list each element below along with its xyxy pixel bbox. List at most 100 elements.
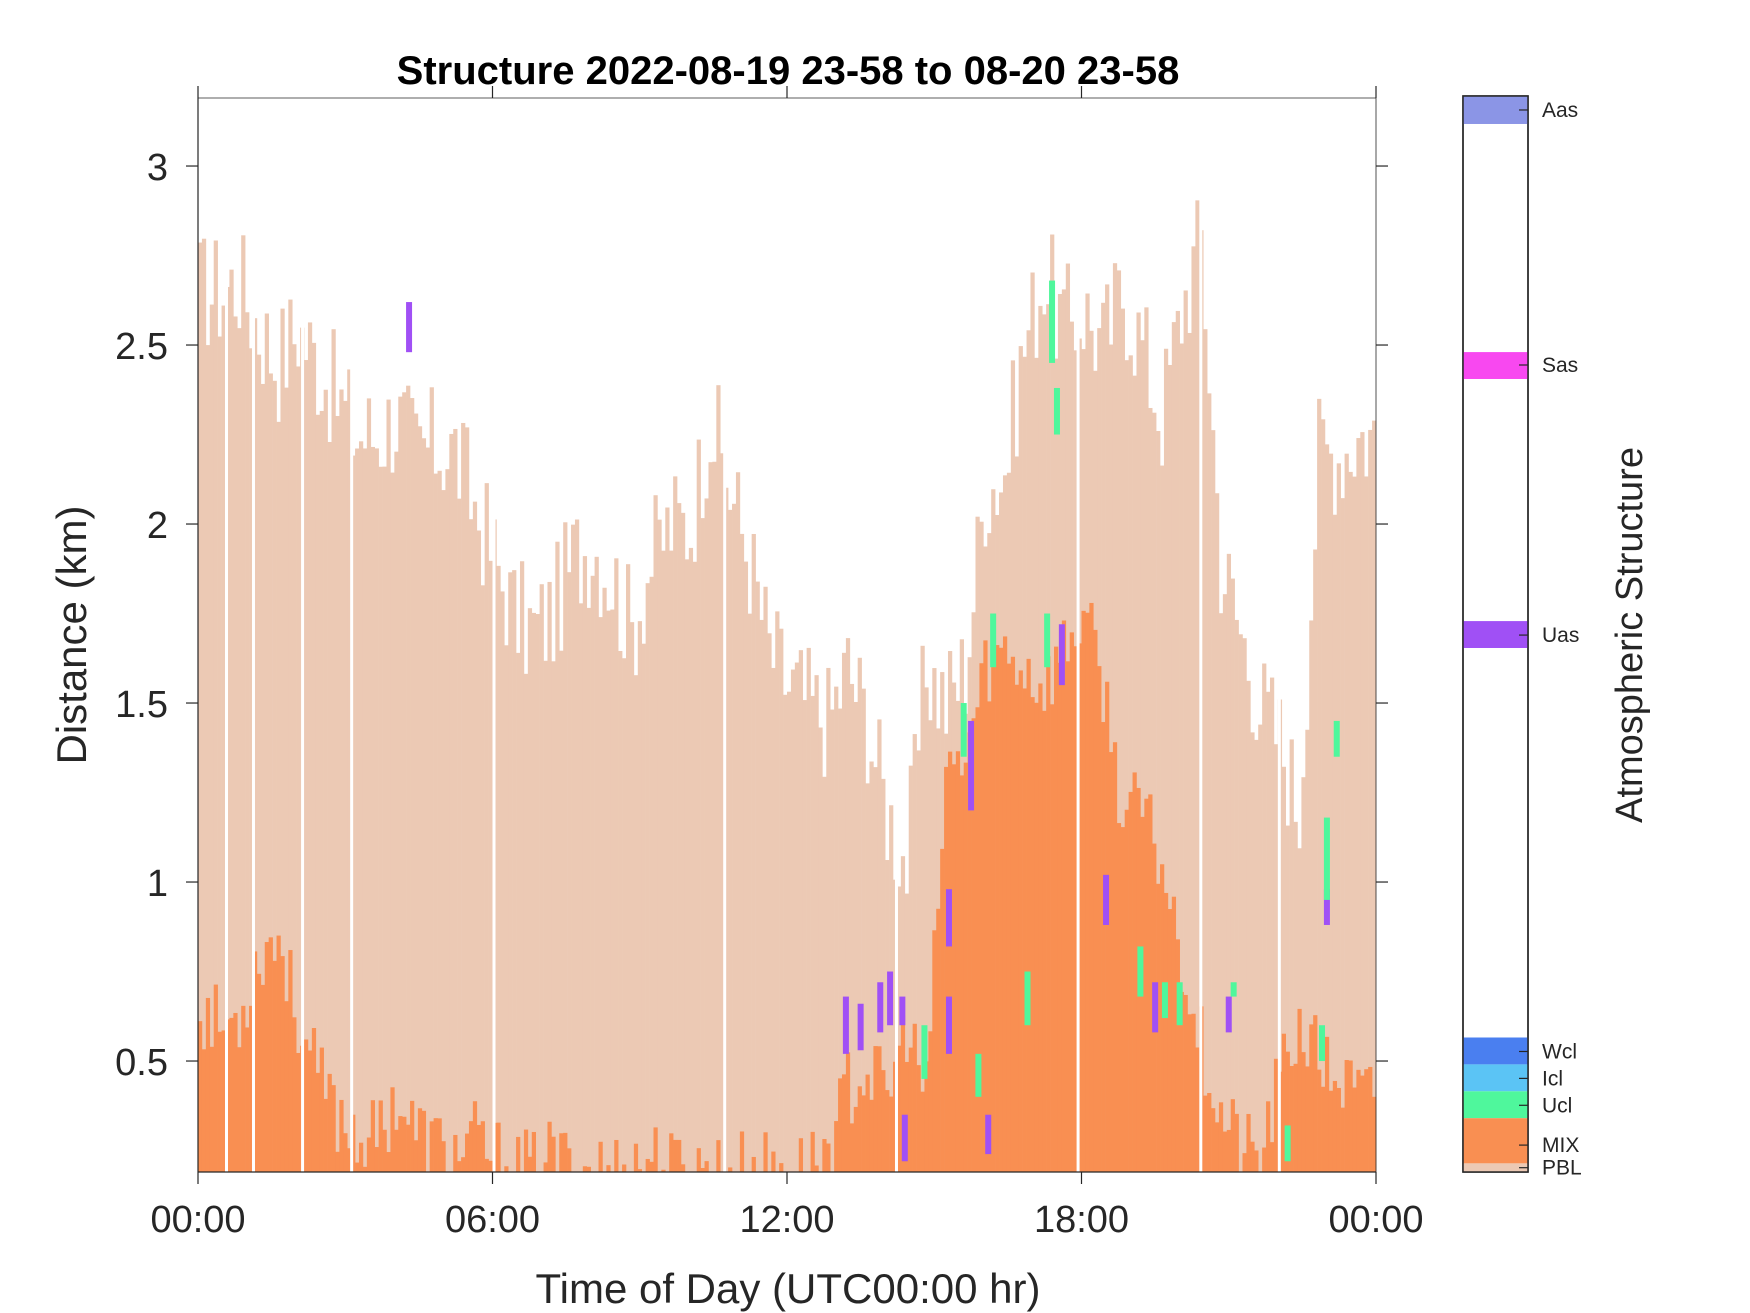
pbl-column	[787, 691, 792, 1172]
mix-column	[406, 1124, 411, 1172]
mix-column	[1313, 1015, 1318, 1172]
mix-column	[1273, 1058, 1279, 1172]
pbl-column	[861, 688, 866, 1172]
data-gap	[301, 98, 305, 1172]
mix-column	[680, 1164, 686, 1172]
pbl-column	[629, 622, 635, 1172]
pbl-column	[1167, 364, 1173, 1173]
mix-column	[496, 1122, 501, 1172]
pbl-column	[814, 675, 819, 1172]
mix-column	[1226, 1129, 1232, 1172]
mix-column	[229, 1017, 234, 1172]
pbl-column	[747, 613, 752, 1172]
pbl-column	[845, 638, 851, 1172]
mix-column	[366, 1137, 372, 1172]
pbl-column	[198, 242, 203, 1172]
pbl-column	[221, 305, 226, 1172]
pbl-column	[626, 564, 631, 1172]
pbl-column	[551, 661, 556, 1172]
mix-column	[1148, 794, 1153, 1172]
pbl-column	[916, 750, 921, 1172]
mix-column	[1112, 742, 1118, 1172]
pbl-column	[1226, 553, 1232, 1172]
mix-column	[311, 1028, 317, 1172]
mix-column	[1167, 909, 1173, 1172]
uas-feature	[842, 996, 849, 1054]
data-gap	[1076, 98, 1080, 1172]
pbl-column	[237, 328, 242, 1172]
x-axis-ticks: 00:00 06:00 12:00 18:00 00:00	[150, 86, 1424, 1241]
y-tick-label: 2.5	[115, 326, 168, 368]
pbl-column	[849, 683, 855, 1172]
pbl-column	[881, 778, 886, 1172]
mix-column	[472, 1101, 478, 1172]
mix-column	[292, 1017, 297, 1172]
mix-column	[834, 1121, 839, 1172]
pbl-column	[637, 621, 643, 1172]
mix-column	[527, 1156, 533, 1172]
mix-column	[1018, 670, 1023, 1172]
data-gap	[225, 98, 228, 1172]
pbl-column	[794, 662, 800, 1172]
mix-column	[928, 1031, 933, 1172]
pbl-column	[673, 476, 678, 1172]
pbl-column	[555, 541, 560, 1172]
pbl-column	[449, 433, 454, 1173]
mix-column	[845, 1052, 851, 1172]
pbl-column	[798, 650, 804, 1172]
colorbar-swatch-wcl	[1463, 1037, 1528, 1065]
pbl-column	[661, 550, 666, 1172]
x-tick-label: 12:00	[739, 1199, 834, 1241]
pbl-column	[1317, 398, 1322, 1172]
pbl-column	[1140, 340, 1145, 1173]
pbl-column	[826, 667, 831, 1172]
pbl-column	[516, 652, 521, 1172]
mix-column	[1187, 1014, 1192, 1172]
mix-column	[999, 647, 1004, 1172]
pbl-column	[614, 558, 619, 1172]
ucl-feature	[1137, 946, 1144, 997]
pbl-column	[857, 657, 862, 1172]
mix-column	[1352, 1087, 1357, 1172]
pbl-column	[465, 427, 470, 1172]
pbl-column	[657, 519, 662, 1172]
pbl-column	[370, 446, 375, 1173]
mix-column	[480, 1121, 485, 1172]
pbl-column	[1273, 744, 1279, 1172]
mix-column	[1324, 1036, 1330, 1172]
pbl-column	[763, 586, 768, 1172]
pbl-column	[343, 400, 348, 1172]
x-tick-label: 18:00	[1034, 1199, 1129, 1241]
pbl-column	[1215, 493, 1220, 1173]
mix-column	[1105, 681, 1110, 1172]
pbl-column	[366, 398, 372, 1172]
pbl-column	[355, 448, 360, 1172]
pbl-column	[311, 342, 317, 1172]
mix-column	[252, 951, 258, 1172]
pbl-column	[574, 519, 580, 1172]
mix-column	[1281, 1033, 1286, 1172]
pbl-column	[735, 472, 741, 1172]
mix-column	[912, 1023, 917, 1172]
mix-column	[822, 1139, 827, 1172]
mix-column	[1050, 704, 1055, 1172]
mix-column	[390, 1087, 395, 1172]
mix-column	[1030, 697, 1035, 1172]
mix-column	[1218, 1102, 1224, 1172]
mix-column	[1368, 1066, 1373, 1172]
mix-column	[1132, 772, 1137, 1172]
pbl-column	[708, 462, 713, 1172]
mix-column	[567, 1148, 572, 1172]
ucl-feature	[1176, 982, 1183, 1026]
y-tick-label: 3	[147, 147, 168, 189]
pbl-column	[590, 575, 595, 1172]
mix-column	[716, 1140, 721, 1172]
pbl-column	[1234, 619, 1239, 1172]
pbl-column	[260, 383, 266, 1172]
mix-column	[386, 1152, 391, 1172]
colorbar-label-wcl: Wcl	[1542, 1040, 1577, 1063]
ucl-feature	[1230, 982, 1237, 997]
pbl-column	[1183, 290, 1188, 1173]
mix-column	[1061, 620, 1067, 1172]
mix-column	[889, 1096, 894, 1172]
